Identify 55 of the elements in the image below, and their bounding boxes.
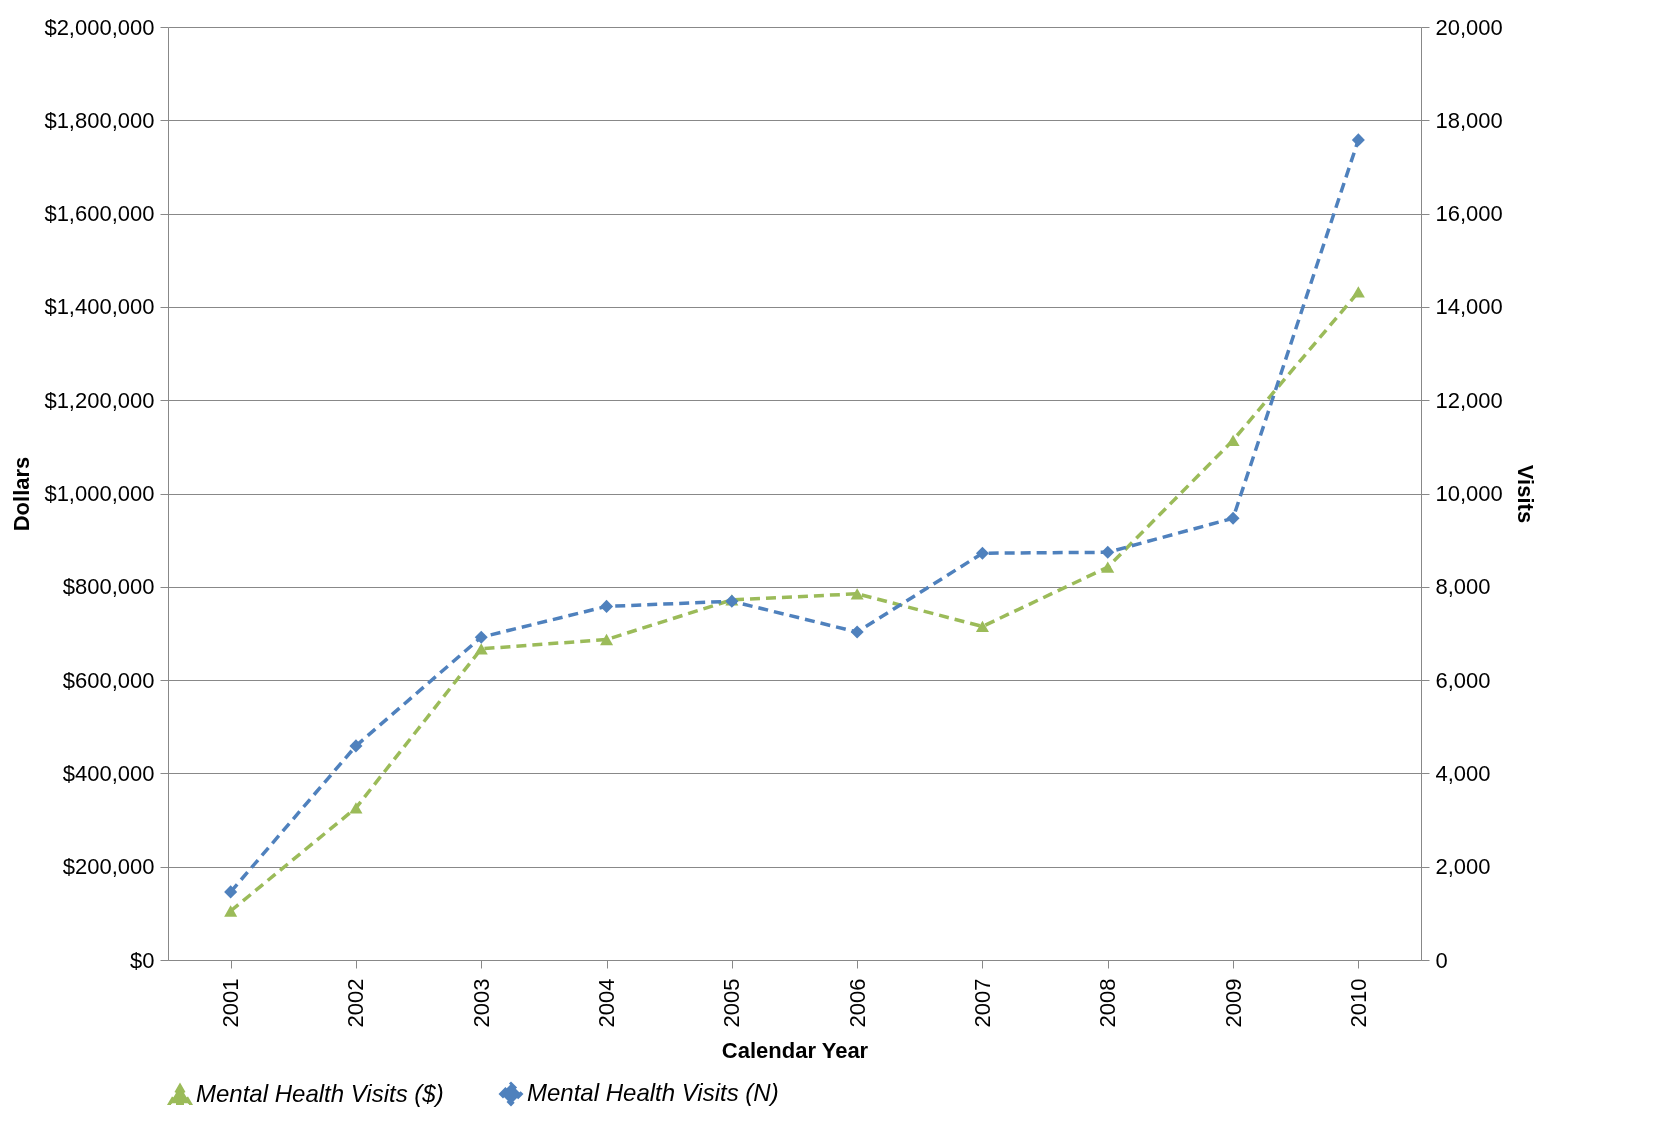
y2-tick-label: 0: [1435, 947, 1448, 973]
y2-tick-label: 20,000: [1435, 14, 1503, 40]
point: [1351, 286, 1365, 298]
x-tick-label: 2003: [468, 978, 494, 1028]
x-tick-label: 2005: [719, 978, 745, 1028]
x-tick-label: 2004: [594, 978, 620, 1028]
point: [474, 643, 488, 655]
y2-tick-label: 6,000: [1435, 667, 1491, 693]
point: [224, 905, 238, 917]
y2-tick-label: 16,000: [1435, 201, 1503, 227]
point: [1351, 133, 1365, 147]
y-tick-label: $1,400,000: [44, 294, 155, 320]
x-tick-label: 2010: [1345, 978, 1371, 1028]
y-tick-label: $400,000: [62, 760, 155, 786]
x-axis-title: Calendar Year: [721, 1038, 869, 1064]
y-tick-label: $0: [130, 947, 155, 973]
x-tick-label: 2007: [969, 978, 995, 1028]
y2-tick-label: 8,000: [1435, 574, 1491, 600]
point: [349, 802, 363, 814]
point: [600, 633, 614, 646]
y-tick-label: $1,000,000: [44, 481, 155, 506]
y-tick-label: $600,000: [62, 667, 155, 693]
y2-tick-label: 4,000: [1435, 760, 1491, 786]
point: [850, 625, 864, 639]
x-tick-label: 2008: [1095, 978, 1121, 1028]
y-tick-label: $800,000: [62, 574, 155, 600]
point: [1101, 545, 1115, 559]
y-tick-label: $1,600,000: [44, 201, 155, 227]
legend-label: Mental Health Visits (N): [527, 1079, 779, 1106]
y2-tick-label: 10,000: [1435, 481, 1503, 506]
x-tick-label: 2006: [844, 978, 870, 1028]
point: [975, 620, 989, 633]
y-axis-title: Dollars: [9, 456, 35, 532]
point: [600, 599, 614, 613]
point: [1101, 561, 1115, 573]
point: [975, 546, 989, 560]
legend-label: Mental Health Visits ($): [196, 1079, 444, 1107]
x-tick-label: 2002: [343, 978, 369, 1028]
x-tick-label: 2009: [1220, 978, 1246, 1028]
y2-tick-label: 14,000: [1435, 294, 1503, 320]
point: [349, 739, 363, 753]
y-tick-label: $200,000: [62, 854, 155, 880]
point: [850, 588, 864, 600]
y-tick-label: $2,000,000: [44, 14, 155, 40]
point: [224, 885, 238, 899]
y2-axis-title: Visits: [1512, 464, 1538, 524]
y-tick-label: $1,200,000: [44, 387, 155, 413]
y2-tick-label: 18,000: [1435, 107, 1503, 133]
point: [474, 630, 488, 644]
y2-tick-label: 12,000: [1435, 387, 1503, 413]
y-tick-label: $1,800,000: [44, 107, 155, 133]
point: [1226, 511, 1240, 525]
y2-tick-label: 2,000: [1435, 854, 1491, 880]
point: [1226, 434, 1240, 446]
x-tick-label: 2001: [218, 978, 244, 1028]
